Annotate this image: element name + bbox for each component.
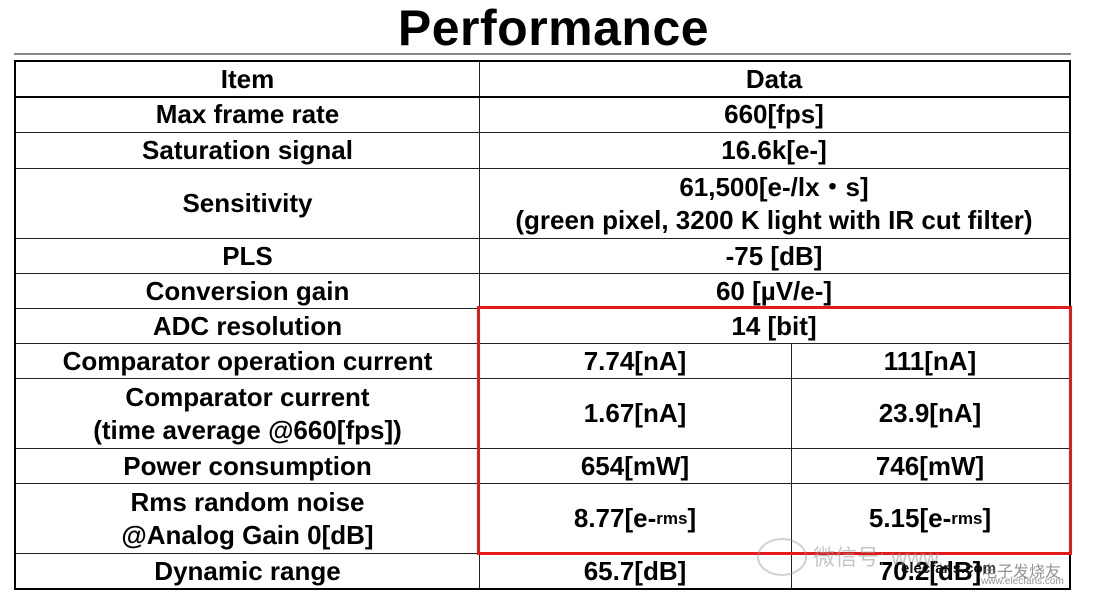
- row-col1-dynamic-range: 65.7[dB]: [583, 555, 687, 586]
- row-col1-rms-random-noise: 8.77[e-rms]: [479, 484, 791, 553]
- rms-noise-col2-value: 5.15[e-: [868, 503, 952, 533]
- subcolumn-divider: [791, 343, 792, 588]
- row-data-max-frame-rate: 660[fps]: [724, 99, 824, 129]
- row-data-pls: -75 [dB]: [725, 240, 823, 271]
- rms-noise-col1-close: ]: [687, 503, 697, 533]
- row-data-conversion-gain: 60 [µV/e-]: [715, 275, 833, 306]
- rms-noise-col1-value: 8.77[e-: [573, 503, 657, 533]
- row-item-sensitivity: Sensitivity: [182, 188, 313, 218]
- page-title: Performance: [397, 0, 710, 56]
- watermark-url: www.elecfans.com: [981, 576, 1064, 587]
- row-data-adc-resolution: 14 [bit]: [731, 310, 817, 341]
- row-divider: [16, 168, 1069, 169]
- watermark: 微信号: www. elecfans.com 电子发烧友 www.elecfan…: [757, 538, 1087, 588]
- row-item-saturation-signal: Saturation signal: [142, 135, 353, 165]
- wechat-icon: [757, 538, 807, 576]
- title-divider: [14, 53, 1071, 55]
- rms-noise-col1-subscript: rms: [656, 509, 688, 528]
- sensitivity-value: 61,500[e-/lx・s]: [679, 171, 869, 202]
- row-item-conversion-gain: Conversion gain: [145, 275, 350, 306]
- header-item: Item: [220, 63, 275, 94]
- row-col2-power-consumption: 746[mW]: [875, 450, 985, 481]
- rms-noise-label: Rms random noise: [130, 486, 365, 517]
- row-data-sensitivity: 61,500[e-/lx・s] (green pixel, 3200 K lig…: [479, 169, 1069, 238]
- comparator-current-label: Comparator current: [125, 381, 370, 412]
- row-item-comparator-current: Comparator current (time average @660[fp…: [16, 379, 479, 448]
- row-divider: [16, 132, 1069, 133]
- row-col1-comparator-current: 1.67[nA]: [583, 398, 687, 428]
- row-col2-comparator-current: 23.9[nA]: [878, 398, 982, 428]
- watermark-text: 微信号: www.: [813, 545, 944, 570]
- row-item-pls: PLS: [222, 240, 273, 271]
- row-data-saturation-signal: 16.6k[e-]: [721, 135, 827, 165]
- row-item-adc-resolution: ADC resolution: [152, 310, 343, 341]
- row-divider: [16, 483, 1069, 484]
- rms-noise-condition: @Analog Gain 0[dB]: [121, 519, 374, 550]
- row-divider: [16, 96, 1069, 98]
- row-item-rms-random-noise: Rms random noise @Analog Gain 0[dB]: [16, 484, 479, 553]
- performance-table: Item Data Max frame rate 660[fps] Satura…: [14, 60, 1071, 590]
- row-divider: [16, 273, 1069, 274]
- row-divider: [16, 378, 1069, 379]
- rms-noise-col2-close: ]: [982, 503, 992, 533]
- row-divider: [16, 343, 1069, 344]
- header-data: Data: [745, 63, 803, 94]
- row-item-dynamic-range: Dynamic range: [154, 555, 341, 586]
- row-col1-comparator-operation-current: 7.74[nA]: [583, 345, 687, 376]
- row-col2-comparator-operation-current: 111[nA]: [883, 345, 977, 376]
- row-col2-rms-random-noise: 5.15[e-rms]: [791, 484, 1069, 553]
- row-col1-power-consumption: 654[mW]: [580, 450, 690, 481]
- row-col2-dynamic-range: 70.2[dB]: [878, 555, 982, 586]
- row-item-power-consumption: Power consumption: [123, 450, 372, 481]
- row-item-comparator-operation-current: Comparator operation current: [62, 345, 433, 376]
- sensitivity-condition: (green pixel, 3200 K light with IR cut f…: [515, 204, 1033, 235]
- row-divider: [16, 238, 1069, 239]
- rms-noise-col2-subscript: rms: [951, 509, 983, 528]
- watermark-brand: 电子发烧友: [981, 564, 1062, 581]
- row-divider: [16, 448, 1069, 449]
- row-item-max-frame-rate: Max frame rate: [155, 99, 340, 129]
- comparator-current-condition: (time average @660[fps]): [93, 414, 402, 445]
- watermark-site: elecfans.com: [901, 560, 997, 577]
